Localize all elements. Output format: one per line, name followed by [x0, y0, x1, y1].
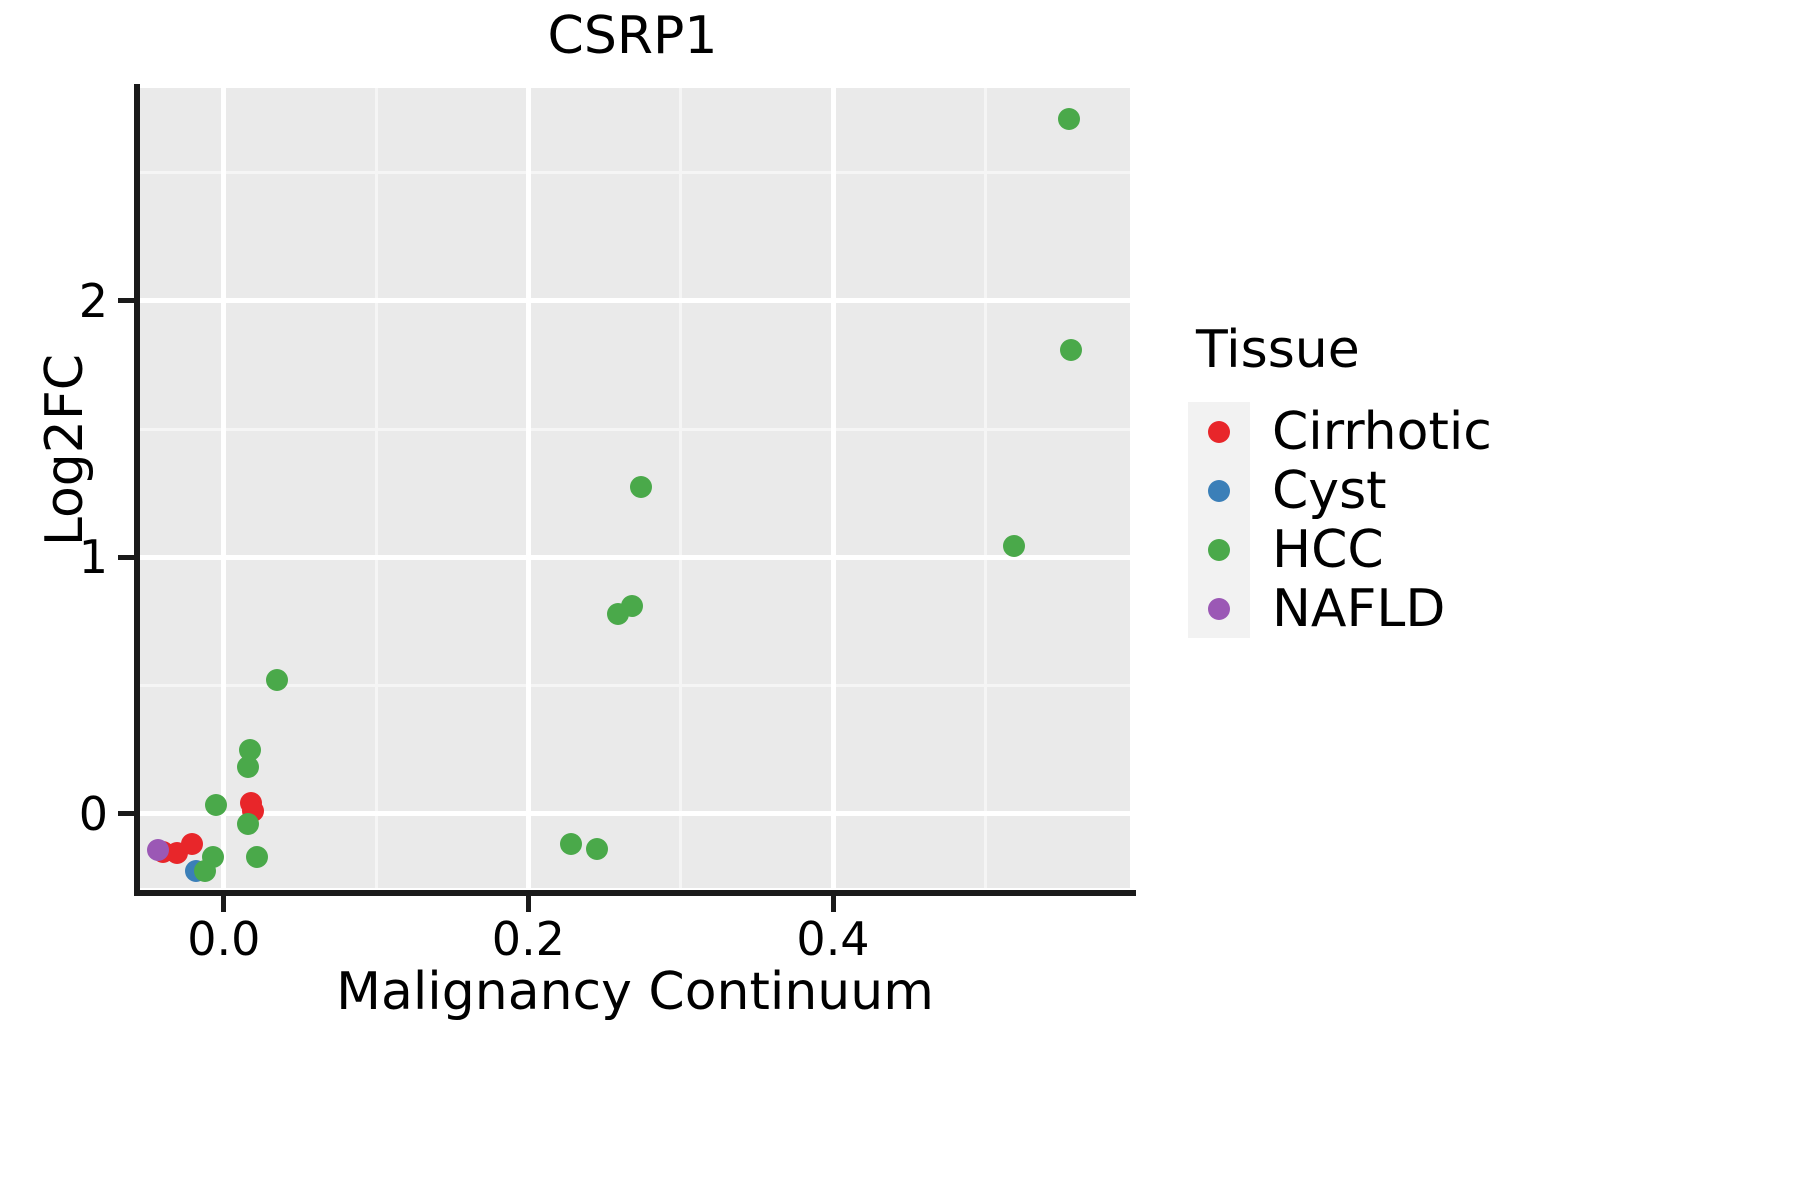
x-tick-label: 0.4 [796, 912, 870, 966]
legend-item-cyst[interactable]: Cyst [1188, 461, 1788, 520]
x-axis-line [134, 890, 1136, 896]
legend-dot-icon [1208, 479, 1230, 502]
legend-dot-icon [1208, 597, 1230, 620]
gridline-major-horizontal [140, 298, 1130, 304]
x-axis-label: Malignancy Continuum [336, 962, 934, 1022]
x-tick-label: 0.2 [491, 912, 565, 966]
x-tick-mark [525, 896, 531, 912]
page-title: CSRP1 [547, 6, 718, 66]
legend-item-hcc[interactable]: HCC [1188, 520, 1788, 579]
plot-panel [140, 88, 1130, 888]
legend: Tissue Cirrhotic Cyst HCC NAFLD [1188, 320, 1788, 638]
legend-key-swatch [1188, 538, 1250, 561]
gridline-minor-horizontal [140, 427, 1130, 431]
data-point-hcc [1059, 338, 1082, 361]
legend-key-swatch [1188, 479, 1250, 502]
gridline-minor-horizontal [140, 171, 1130, 175]
data-point-hcc [266, 669, 289, 692]
data-point-hcc [585, 838, 608, 861]
y-tick-mark [118, 811, 134, 817]
data-point-hcc [630, 476, 653, 499]
y-tick-mark [118, 554, 134, 560]
data-point-hcc [205, 793, 228, 816]
legend-key-swatch [1188, 597, 1250, 620]
legend-key-swatch [1188, 420, 1250, 443]
data-point-hcc [246, 846, 269, 869]
data-point-hcc [194, 860, 217, 883]
data-point-hcc [1058, 107, 1081, 130]
y-axis-label: Log2FC [35, 353, 95, 547]
data-point-hcc [237, 812, 260, 835]
data-point-hcc [607, 602, 630, 625]
legend-item-nafld[interactable]: NAFLD [1188, 579, 1788, 638]
y-axis-line [134, 84, 140, 896]
x-tick-label: 0.0 [187, 912, 261, 966]
x-tick-mark [221, 896, 227, 912]
y-tick-label: 2 [78, 273, 108, 328]
y-tick-label: 1 [78, 530, 108, 585]
legend-title: Tissue [1196, 320, 1360, 380]
data-point-hcc [237, 756, 260, 779]
data-point-hcc [560, 832, 583, 855]
y-tick-label: 0 [78, 786, 108, 841]
gridline-major-horizontal [140, 554, 1130, 560]
gridline-major-horizontal [140, 811, 1130, 817]
data-point-cirrhotic [180, 833, 203, 856]
legend-item-label: HCC [1272, 519, 1384, 580]
legend-item-label: NAFLD [1272, 578, 1446, 639]
gridline-major-vertical [221, 88, 227, 888]
y-tick-mark [118, 298, 134, 304]
gridline-minor-horizontal [140, 683, 1130, 687]
gridline-minor-vertical [983, 88, 987, 888]
data-point-hcc [238, 739, 261, 762]
gridline-major-vertical [525, 88, 531, 888]
x-tick-mark [830, 896, 836, 912]
legend-items: Cirrhotic Cyst HCC NAFLD [1188, 402, 1788, 638]
gridline-major-vertical [830, 88, 836, 888]
data-point-hcc [1003, 534, 1026, 557]
legend-item-label: Cyst [1272, 460, 1387, 521]
gridline-minor-vertical [679, 88, 683, 888]
legend-dot-icon [1208, 420, 1230, 443]
legend-item-label: Cirrhotic [1272, 401, 1492, 462]
legend-dot-icon [1208, 538, 1230, 561]
legend-item-cirrhotic[interactable]: Cirrhotic [1188, 402, 1788, 461]
data-point-nafld [147, 838, 170, 861]
gridline-minor-vertical [374, 88, 378, 888]
